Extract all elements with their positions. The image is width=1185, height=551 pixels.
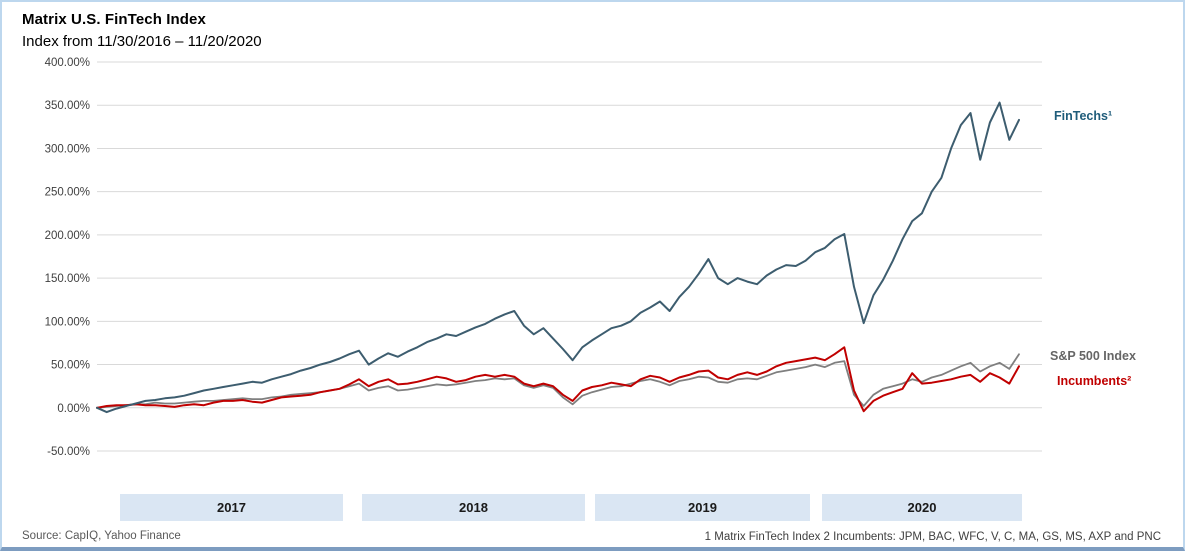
y-tick-label: 150.00% — [45, 273, 90, 285]
y-tick-label: 200.00% — [45, 230, 90, 242]
footnote: 1 Matrix FinTech Index 2 Incumbents: JPM… — [704, 531, 1161, 543]
y-tick-label: 300.00% — [45, 143, 90, 155]
series-line-sp500 — [96, 353, 1020, 409]
series-label-incumbents: Incumbents² — [1057, 374, 1132, 388]
line-chart-plot: 400.00% 350.00% 300.00% 250.00% 200.00% 150.0… — [45, 57, 1042, 458]
series-label-fintechs: FinTechs¹ — [1054, 109, 1113, 123]
y-tick-label: 100.00% — [45, 316, 90, 328]
y-tick-label: 250.00% — [45, 187, 90, 199]
year-band-2020: 2020 — [822, 494, 1022, 521]
y-tick-label: 350.00% — [45, 100, 90, 112]
series-line-fintechs — [96, 101, 1020, 414]
year-band-2019: 2019 — [595, 494, 810, 521]
y-tick-label: -50.00% — [47, 446, 90, 458]
source-note: Source: CapIQ, Yahoo Finance — [22, 530, 181, 542]
y-tick-label: 400.00% — [45, 57, 90, 69]
y-tick-label: 50.00% — [51, 360, 90, 372]
series-line-incumbents — [96, 346, 1020, 413]
chart-title: Matrix U.S. FinTech Index — [22, 11, 206, 28]
y-tick-label: 0.00% — [57, 403, 90, 415]
chart-subtitle: Index from 11/30/2016 – 11/20/2020 — [22, 33, 262, 50]
series-label-sp500: S&P 500 Index — [1050, 349, 1136, 363]
year-band-2017: 2017 — [120, 494, 343, 521]
year-band-2018: 2018 — [362, 494, 585, 521]
